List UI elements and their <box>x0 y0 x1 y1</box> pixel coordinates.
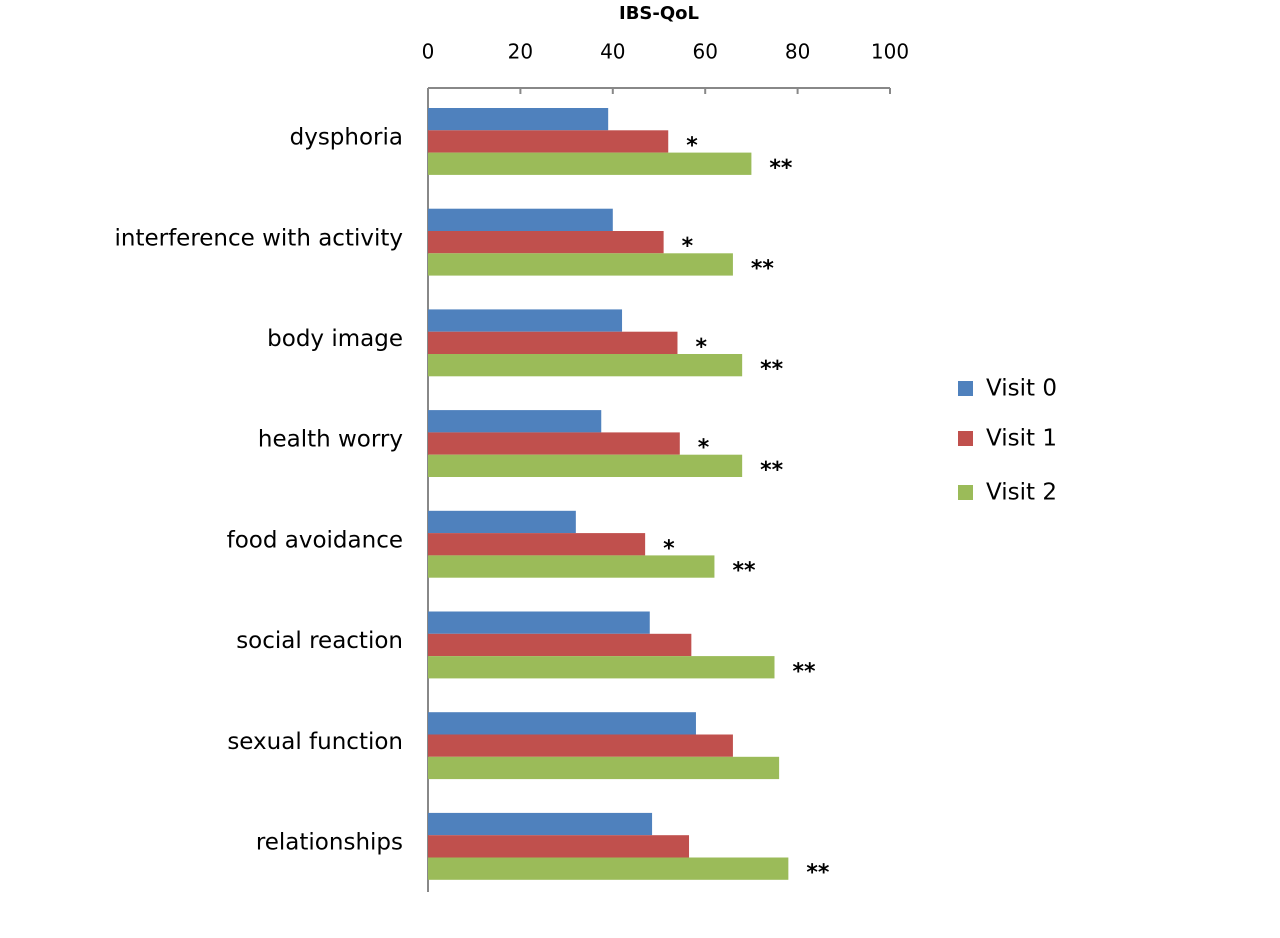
bar <box>428 533 646 556</box>
significance-marker: ** <box>760 357 784 382</box>
legend-swatch <box>958 485 973 500</box>
legend-label: Visit 2 <box>986 480 1057 506</box>
x-tick-label: 20 <box>508 40 533 64</box>
bar <box>428 712 696 735</box>
bar <box>428 812 653 836</box>
chart-title: IBS-QoL <box>619 3 699 24</box>
significance-marker: ** <box>760 458 784 483</box>
bar <box>428 835 690 858</box>
category-label: social reaction <box>236 628 403 654</box>
legend-label: Visit 0 <box>986 376 1057 402</box>
bar <box>428 656 775 679</box>
bar <box>428 510 576 534</box>
x-tick-label: 100 <box>871 40 909 64</box>
x-tick-label: 40 <box>600 40 625 64</box>
category-label: health worry <box>258 427 403 453</box>
significance-marker: ** <box>769 156 793 181</box>
legend-label: Visit 1 <box>986 426 1057 452</box>
category-label: sexual function <box>227 729 403 755</box>
bar <box>428 354 743 377</box>
significance-marker: * <box>686 133 698 158</box>
bar <box>428 857 789 880</box>
significance-marker: * <box>695 335 707 360</box>
bar <box>428 633 692 657</box>
bar <box>428 208 613 231</box>
category-label: interference with activity <box>114 225 403 251</box>
category-label: food avoidance <box>227 527 403 553</box>
category-label: relationships <box>256 830 403 856</box>
bar <box>428 130 669 153</box>
bar <box>428 756 780 780</box>
x-tick-label: 0 <box>422 40 435 64</box>
bar <box>428 432 680 455</box>
significance-marker: ** <box>793 659 817 684</box>
category-label: body image <box>267 326 403 352</box>
bar <box>428 108 609 131</box>
significance-marker: ** <box>732 559 756 584</box>
x-tick-label: 60 <box>692 40 717 64</box>
bar <box>428 253 733 276</box>
significance-marker: ** <box>751 256 775 281</box>
x-tick-label: 80 <box>785 40 810 64</box>
bar <box>428 152 752 175</box>
bar <box>428 331 678 354</box>
bar <box>428 454 743 477</box>
bar <box>428 231 664 254</box>
bar <box>428 611 650 634</box>
significance-marker: ** <box>806 861 830 886</box>
significance-marker: * <box>682 234 694 259</box>
significance-marker: * <box>698 436 710 461</box>
bar <box>428 410 602 433</box>
bar <box>428 309 623 332</box>
category-label: dysphoria <box>290 125 403 151</box>
bar <box>428 734 733 757</box>
legend-swatch <box>958 381 973 396</box>
bar <box>428 555 715 578</box>
significance-marker: * <box>663 536 675 561</box>
legend-swatch <box>958 431 973 446</box>
